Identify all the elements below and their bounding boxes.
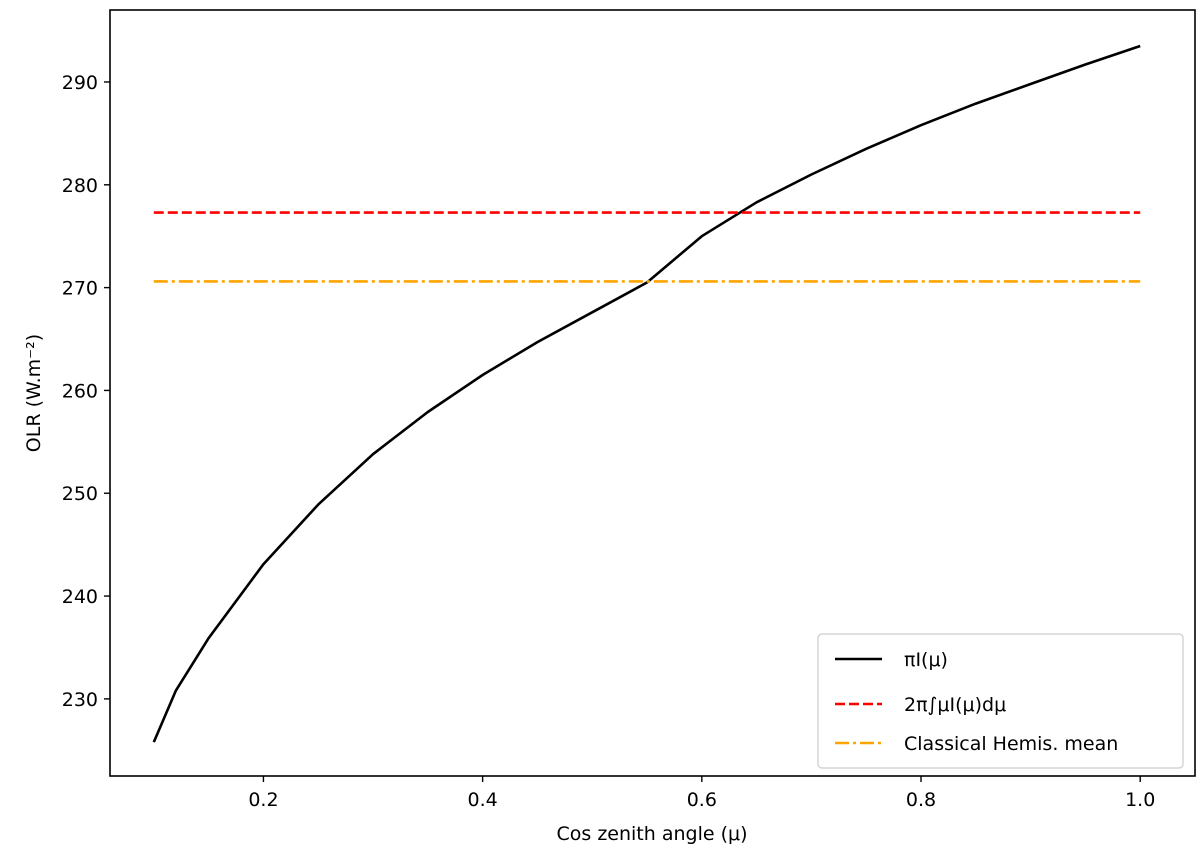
y-tick-label: 260 (62, 380, 98, 402)
y-axis-title: OLR (W.m⁻²) (23, 334, 45, 452)
series-layer (152, 44, 1141, 743)
x-axis-ticks: 0.2 0.4 0.6 0.8 1.0 (248, 776, 1155, 811)
x-tick-label: 0.4 (468, 789, 498, 811)
y-tick-label: 270 (62, 278, 98, 300)
legend-label-integral: 2π∫μI(μ)dμ (904, 694, 1006, 716)
x-tick-label: 0.6 (687, 789, 717, 811)
y-axis-ticks: 230 240 250 260 270 280 290 (62, 72, 110, 711)
x-tick-label: 1.0 (1125, 789, 1155, 811)
y-tick-label: 250 (62, 483, 98, 505)
legend-label-classical: Classical Hemis. mean (904, 733, 1118, 755)
legend-label-pi-i: πI(μ) (904, 649, 948, 671)
y-tick-label: 290 (62, 72, 98, 94)
y-tick-label: 230 (62, 689, 98, 711)
y-tick-label: 240 (62, 586, 98, 608)
legend: πI(μ) 2π∫μI(μ)dμ Classical Hemis. mean (817, 633, 1184, 769)
x-tick-label: 0.8 (906, 789, 936, 811)
y-tick-label: 280 (62, 175, 98, 197)
x-axis-title: Cos zenith angle (μ) (556, 823, 747, 845)
series-line-0 (152, 44, 1141, 743)
plot-frame (109, 9, 1196, 777)
x-tick-label: 0.2 (248, 789, 278, 811)
legend-box (817, 633, 1184, 769)
